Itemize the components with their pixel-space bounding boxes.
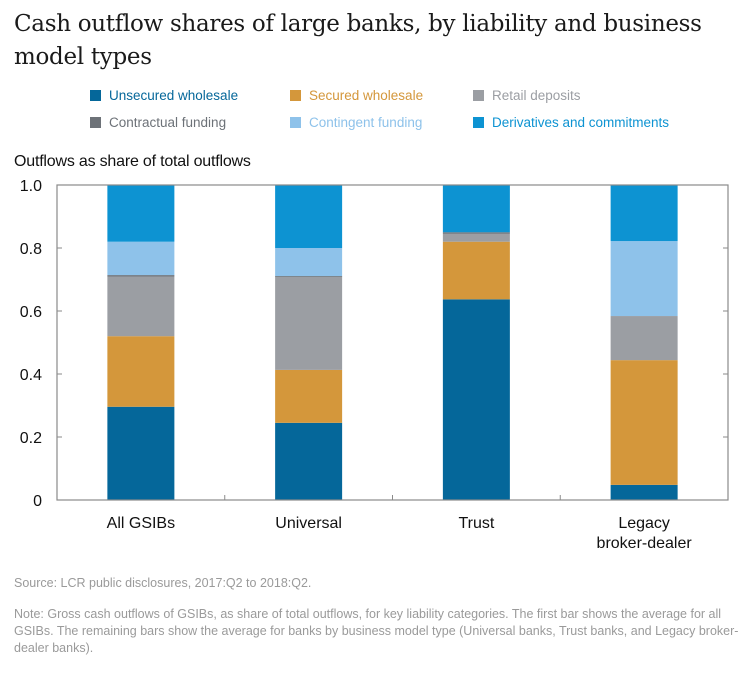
legend-label: Secured wholesale bbox=[309, 88, 424, 103]
y-tick-label: 0.4 bbox=[20, 367, 42, 384]
bar-segment-unsecured-wholesale bbox=[275, 422, 343, 500]
legend-swatch bbox=[473, 90, 484, 101]
legend-swatch bbox=[290, 90, 301, 101]
x-tick-label: Trust bbox=[458, 515, 494, 532]
bar-segment-contractual-funding bbox=[107, 275, 175, 277]
bars-layer bbox=[107, 185, 678, 500]
x-tick-label: broker-dealer bbox=[597, 535, 693, 552]
footnote: Note: Gross cash outflows of GSIBs, as s… bbox=[14, 607, 739, 655]
legend-item-retail-deposits: Retail deposits bbox=[473, 88, 581, 103]
legend-label: Contingent funding bbox=[309, 115, 423, 130]
bar-segment-unsecured-wholesale bbox=[610, 484, 678, 500]
legend-item-contingent-funding: Contingent funding bbox=[290, 115, 422, 130]
chart-plot: 0 0.2 0.4 0.6 0.8 1.0 All GSIBs Universal Trust L… bbox=[20, 178, 729, 552]
bar-segment-derivatives-and-commitments bbox=[275, 185, 343, 248]
bar-segment-secured-wholesale bbox=[610, 360, 678, 485]
legend-label: Contractual funding bbox=[109, 115, 227, 130]
chart-title: Cash outflow shares of large banks, by l… bbox=[14, 11, 702, 70]
bar-segment-contingent-funding bbox=[107, 241, 175, 276]
bar-segment-retail-deposits bbox=[275, 276, 343, 370]
bar-segment-secured-wholesale bbox=[275, 369, 343, 423]
bar-segment-retail-deposits bbox=[610, 316, 678, 361]
legend-label: Derivatives and commitments bbox=[492, 115, 670, 130]
source-note: Source: LCR public disclosures, 2017:Q2 … bbox=[14, 576, 312, 590]
x-tick-label: All GSIBs bbox=[107, 515, 175, 532]
bar-segment-derivatives-and-commitments bbox=[610, 185, 678, 242]
x-tick-label: Universal bbox=[275, 515, 342, 532]
bar-segment-contingent-funding bbox=[610, 241, 678, 317]
legend-item-secured-wholesale: Secured wholesale bbox=[290, 88, 423, 103]
y-tick-label: 1.0 bbox=[20, 178, 42, 195]
y-tick-label: 0.6 bbox=[20, 304, 42, 321]
y-tick-label: 0 bbox=[33, 493, 42, 510]
bar-segment-secured-wholesale bbox=[107, 336, 175, 407]
legend-swatch bbox=[473, 117, 484, 128]
y-tick-label: 0.2 bbox=[20, 430, 42, 447]
labels-layer: 0 0.2 0.4 0.6 0.8 1.0 All GSIBs Universal Trust L… bbox=[20, 178, 693, 552]
legend-swatch bbox=[90, 90, 101, 101]
y-tick-label: 0.8 bbox=[20, 241, 42, 258]
legend-item-unsecured-wholesale: Unsecured wholesale bbox=[90, 88, 238, 103]
y-axis-label: Outflows as share of total outflows bbox=[14, 153, 251, 170]
legend-item-derivatives-and-commitments: Derivatives and commitments bbox=[473, 115, 669, 130]
bar-segment-secured-wholesale bbox=[442, 241, 510, 300]
legend-label: Retail deposits bbox=[492, 88, 581, 103]
bar-segment-contractual-funding bbox=[442, 232, 510, 234]
legend-label: Unsecured wholesale bbox=[109, 88, 239, 103]
legend-swatch bbox=[290, 117, 301, 128]
x-tick-label: Legacy bbox=[618, 515, 670, 532]
bar-segment-derivatives-and-commitments bbox=[442, 185, 510, 233]
bar-segment-contingent-funding bbox=[275, 248, 343, 277]
bar-segment-unsecured-wholesale bbox=[107, 406, 175, 500]
bar-segment-retail-deposits bbox=[107, 276, 175, 337]
bar-segment-contractual-funding bbox=[275, 276, 343, 277]
legend-item-contractual-funding: Contractual funding bbox=[90, 115, 226, 130]
legend-swatch bbox=[90, 117, 101, 128]
axes-layer bbox=[56, 184, 729, 501]
bar-segment-unsecured-wholesale bbox=[442, 299, 510, 500]
bar-segment-retail-deposits bbox=[442, 233, 510, 242]
bar-segment-derivatives-and-commitments bbox=[107, 185, 175, 242]
